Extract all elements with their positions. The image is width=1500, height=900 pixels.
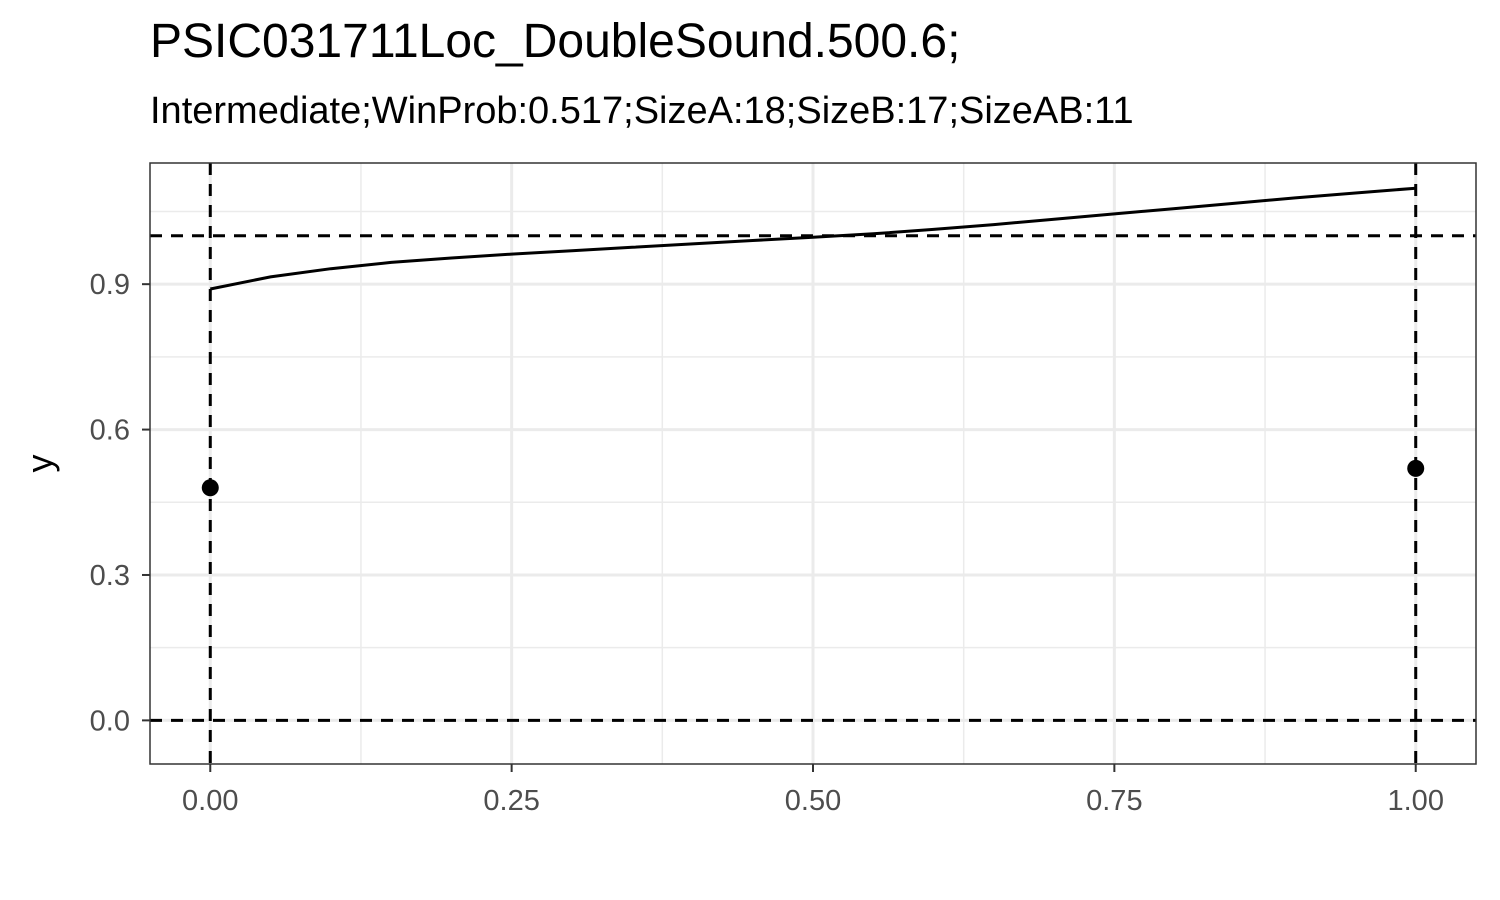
y-tick-label: 0.9	[90, 269, 130, 301]
y-tick-label: 0.0	[90, 705, 130, 737]
x-tick-label: 0.00	[182, 785, 238, 817]
x-tick-label: 0.50	[785, 785, 841, 817]
data-point	[1407, 459, 1425, 477]
x-tick-label: 1.00	[1388, 785, 1444, 817]
chart-subtitle: Intermediate;WinProb:0.517;SizeA:18;Size…	[150, 90, 1134, 132]
y-axis-title: y	[19, 455, 60, 473]
data-point	[201, 479, 219, 497]
series-curve	[210, 186, 1416, 291]
chart-title: PSIC031711Loc_DoubleSound.500.6;	[150, 15, 961, 68]
x-tick-label: 0.75	[1086, 785, 1142, 817]
x-axis: 0.00 0.25 0.50 0.75 1.00	[182, 764, 1444, 817]
x-tick-label: 0.25	[483, 785, 539, 817]
y-tick-label: 0.3	[90, 560, 130, 592]
major-gridlines	[150, 163, 1476, 764]
y-axis: 0.0 0.3 0.6 0.9	[90, 269, 150, 737]
data-series	[201, 186, 1425, 497]
y-tick-label: 0.6	[90, 415, 130, 447]
